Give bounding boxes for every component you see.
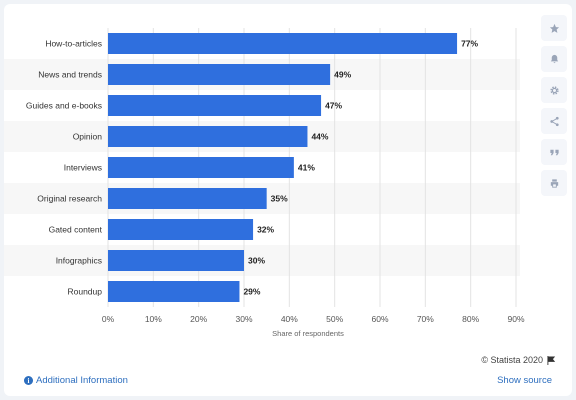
x-tick-label: 60%: [371, 314, 388, 324]
x-tick-label: 10%: [145, 314, 162, 324]
copyright: © Statista 2020: [481, 355, 556, 365]
info-icon: i: [24, 376, 33, 385]
bar: [108, 64, 331, 85]
bar: [108, 157, 294, 178]
category-label: How-to-articles: [45, 39, 102, 49]
category-label: Gated content: [49, 225, 103, 235]
x-tick-label: 0%: [102, 314, 115, 324]
star-icon: [549, 23, 559, 33]
x-tick-label: 50%: [326, 314, 343, 324]
bar: [108, 219, 254, 240]
category-label: Interviews: [64, 163, 102, 173]
x-tick-label: 90%: [507, 314, 524, 324]
value-label: 32%: [257, 225, 274, 235]
x-axis-title: Share of respondents: [272, 329, 344, 338]
x-tick-label: 30%: [235, 314, 252, 324]
bar: [108, 126, 308, 147]
quote-icon: [549, 149, 559, 155]
additional-information-label: Additional Information: [36, 375, 128, 386]
flag-icon: [547, 355, 556, 365]
notification-button[interactable]: [541, 46, 567, 72]
bar: [108, 95, 322, 116]
category-label: Original research: [37, 194, 102, 204]
value-label: 41%: [298, 163, 315, 173]
x-tick-label: 70%: [417, 314, 434, 324]
category-label: Roundup: [67, 287, 102, 297]
x-tick-label: 40%: [281, 314, 298, 324]
x-tick-label: 80%: [462, 314, 479, 324]
value-label: 47%: [325, 101, 342, 111]
show-source-link[interactable]: Show source: [497, 375, 552, 386]
value-label: 49%: [334, 70, 351, 80]
value-label: 44%: [311, 132, 328, 142]
value-label: 77%: [461, 39, 478, 49]
value-label: 29%: [243, 287, 260, 297]
settings-button[interactable]: [541, 77, 567, 103]
category-label: News and trends: [38, 70, 102, 80]
bell-icon: [550, 54, 558, 63]
row-band: [4, 245, 520, 276]
copyright-text: © Statista 2020: [481, 355, 543, 365]
bar: [108, 188, 267, 209]
bar: [108, 281, 240, 302]
value-label: 35%: [271, 194, 288, 204]
bar-chart: How-to-articles 77% News and trends 49% Guid…: [4, 28, 525, 338]
favorite-button[interactable]: [541, 15, 567, 41]
gear-icon: [549, 85, 559, 95]
print-button[interactable]: [541, 170, 567, 196]
x-tick-label: 20%: [190, 314, 207, 324]
share-icon: [549, 116, 559, 126]
category-label: Guides and e-books: [26, 101, 102, 111]
bar: [108, 250, 244, 271]
bar: [108, 33, 458, 54]
chart-card: How-to-articles 77% News and trends 49% Guid…: [4, 4, 572, 396]
share-button[interactable]: [541, 108, 567, 134]
cite-button[interactable]: [541, 139, 567, 165]
print-icon: [550, 178, 558, 188]
category-label: Opinion: [73, 132, 103, 142]
value-label: 30%: [248, 256, 265, 266]
category-label: Infographics: [56, 256, 102, 266]
additional-information-link[interactable]: i Additional Information: [24, 375, 128, 386]
